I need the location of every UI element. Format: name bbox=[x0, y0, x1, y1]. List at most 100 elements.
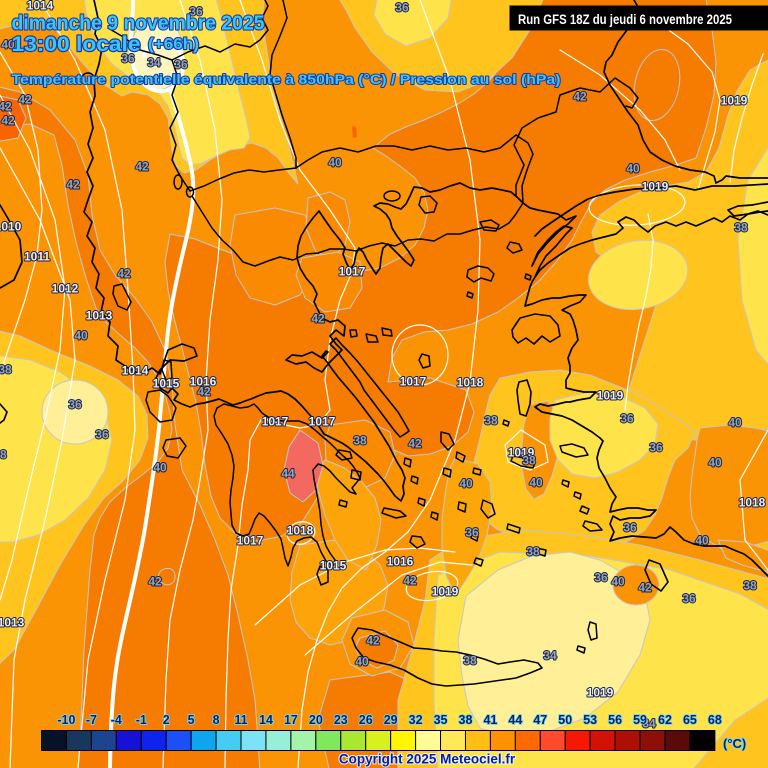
svg-text:1019: 1019 bbox=[597, 389, 624, 403]
svg-text:68: 68 bbox=[708, 713, 722, 727]
svg-text:44: 44 bbox=[281, 467, 295, 481]
svg-text:40: 40 bbox=[529, 476, 543, 490]
svg-text:42: 42 bbox=[18, 93, 32, 107]
svg-text:1015: 1015 bbox=[153, 377, 180, 391]
svg-text:42: 42 bbox=[197, 385, 211, 399]
svg-text:36: 36 bbox=[68, 398, 82, 412]
svg-text:47: 47 bbox=[533, 713, 547, 727]
svg-text:1018: 1018 bbox=[739, 496, 766, 510]
svg-text:34: 34 bbox=[147, 56, 161, 70]
svg-text:38: 38 bbox=[484, 414, 498, 428]
svg-text:42: 42 bbox=[148, 575, 162, 589]
svg-text:1012: 1012 bbox=[52, 282, 79, 296]
svg-text:(°C): (°C) bbox=[723, 736, 746, 751]
svg-text:42: 42 bbox=[117, 267, 131, 281]
svg-text:14: 14 bbox=[259, 713, 273, 727]
svg-text:1016: 1016 bbox=[387, 555, 414, 569]
svg-text:38: 38 bbox=[353, 434, 367, 448]
svg-text:65: 65 bbox=[683, 713, 697, 727]
svg-text:42: 42 bbox=[403, 574, 417, 588]
svg-text:36: 36 bbox=[623, 521, 637, 535]
svg-text:-10: -10 bbox=[57, 713, 75, 727]
svg-text:23: 23 bbox=[334, 713, 348, 727]
svg-text:29: 29 bbox=[384, 713, 398, 727]
svg-text:40: 40 bbox=[328, 156, 342, 170]
svg-text:1017: 1017 bbox=[237, 534, 264, 548]
svg-text:50: 50 bbox=[558, 713, 572, 727]
svg-text:-4: -4 bbox=[111, 713, 122, 727]
svg-text:42: 42 bbox=[638, 581, 652, 595]
svg-text:34: 34 bbox=[543, 649, 557, 663]
svg-text:1018: 1018 bbox=[287, 524, 314, 538]
svg-text:8: 8 bbox=[213, 713, 220, 727]
svg-text:36: 36 bbox=[649, 441, 663, 455]
svg-text:40: 40 bbox=[708, 456, 722, 470]
svg-text:1015: 1015 bbox=[320, 559, 347, 573]
svg-text:38: 38 bbox=[459, 713, 473, 727]
svg-text:11: 11 bbox=[234, 713, 247, 727]
svg-text:62: 62 bbox=[658, 713, 672, 727]
svg-text:1017: 1017 bbox=[400, 375, 427, 389]
svg-text:Température potentielle équiva: Température potentielle équivalente à 85… bbox=[12, 71, 561, 87]
svg-text:1014: 1014 bbox=[122, 364, 149, 378]
svg-text:dimanche 9 novembre 2025: dimanche 9 novembre 2025 bbox=[12, 12, 265, 35]
svg-text:1019: 1019 bbox=[432, 585, 459, 599]
svg-text:40: 40 bbox=[153, 461, 167, 475]
svg-text:40: 40 bbox=[626, 162, 640, 176]
svg-text:42: 42 bbox=[311, 312, 325, 326]
svg-text:40: 40 bbox=[728, 416, 742, 430]
svg-text:36: 36 bbox=[682, 592, 696, 606]
svg-text:41: 41 bbox=[483, 713, 497, 727]
svg-text:1013: 1013 bbox=[86, 309, 113, 323]
svg-text:34: 34 bbox=[642, 717, 656, 731]
svg-text:38: 38 bbox=[526, 545, 540, 559]
svg-text:38: 38 bbox=[522, 454, 536, 468]
svg-text:36: 36 bbox=[189, 5, 203, 19]
svg-text:40: 40 bbox=[1, 38, 15, 52]
svg-text:40: 40 bbox=[74, 329, 88, 343]
svg-text:38: 38 bbox=[743, 579, 757, 593]
svg-text:38: 38 bbox=[0, 448, 7, 462]
svg-text:36: 36 bbox=[121, 52, 135, 66]
svg-text:1013: 1013 bbox=[0, 616, 25, 630]
svg-text:Copyright 2025 Meteociel.fr: Copyright 2025 Meteociel.fr bbox=[339, 752, 516, 767]
svg-text:42: 42 bbox=[66, 178, 80, 192]
svg-text:42: 42 bbox=[135, 160, 149, 174]
svg-text:17: 17 bbox=[284, 713, 298, 727]
svg-text:5: 5 bbox=[188, 713, 195, 727]
svg-text:40: 40 bbox=[355, 655, 369, 669]
svg-text:40: 40 bbox=[611, 575, 625, 589]
svg-text:1017: 1017 bbox=[262, 415, 289, 429]
svg-text:1017: 1017 bbox=[309, 415, 336, 429]
svg-text:1011: 1011 bbox=[24, 250, 50, 264]
svg-text:42: 42 bbox=[408, 437, 422, 451]
svg-text:-7: -7 bbox=[86, 713, 97, 727]
svg-text:2: 2 bbox=[163, 713, 170, 727]
svg-text:1017: 1017 bbox=[339, 265, 366, 279]
svg-text:36: 36 bbox=[465, 526, 479, 540]
svg-text:59: 59 bbox=[633, 713, 647, 727]
svg-text:38: 38 bbox=[734, 221, 748, 235]
svg-text:Run GFS 18Z du jeudi 6 novembr: Run GFS 18Z du jeudi 6 novembre 2025 bbox=[518, 12, 732, 27]
svg-text:53: 53 bbox=[583, 713, 597, 727]
svg-text:(+66h): (+66h) bbox=[148, 36, 199, 53]
svg-text:-1: -1 bbox=[136, 713, 147, 727]
svg-text:36: 36 bbox=[620, 412, 634, 426]
svg-text:42: 42 bbox=[573, 90, 587, 104]
svg-text:1016: 1016 bbox=[190, 375, 217, 389]
svg-text:38: 38 bbox=[463, 654, 477, 668]
svg-text:1019: 1019 bbox=[587, 686, 614, 700]
svg-text:1018: 1018 bbox=[457, 376, 484, 390]
svg-text:36: 36 bbox=[95, 428, 109, 442]
svg-text:26: 26 bbox=[359, 713, 373, 727]
svg-text:36: 36 bbox=[395, 1, 409, 15]
svg-text:42: 42 bbox=[0, 100, 12, 114]
svg-text:42: 42 bbox=[1, 114, 15, 128]
svg-text:20: 20 bbox=[309, 713, 323, 727]
svg-text:40: 40 bbox=[459, 477, 473, 491]
svg-text:36: 36 bbox=[174, 58, 188, 72]
svg-text:44: 44 bbox=[508, 713, 522, 727]
svg-text:1019: 1019 bbox=[721, 94, 748, 108]
svg-text:56: 56 bbox=[608, 713, 622, 727]
svg-text:38: 38 bbox=[0, 363, 12, 377]
